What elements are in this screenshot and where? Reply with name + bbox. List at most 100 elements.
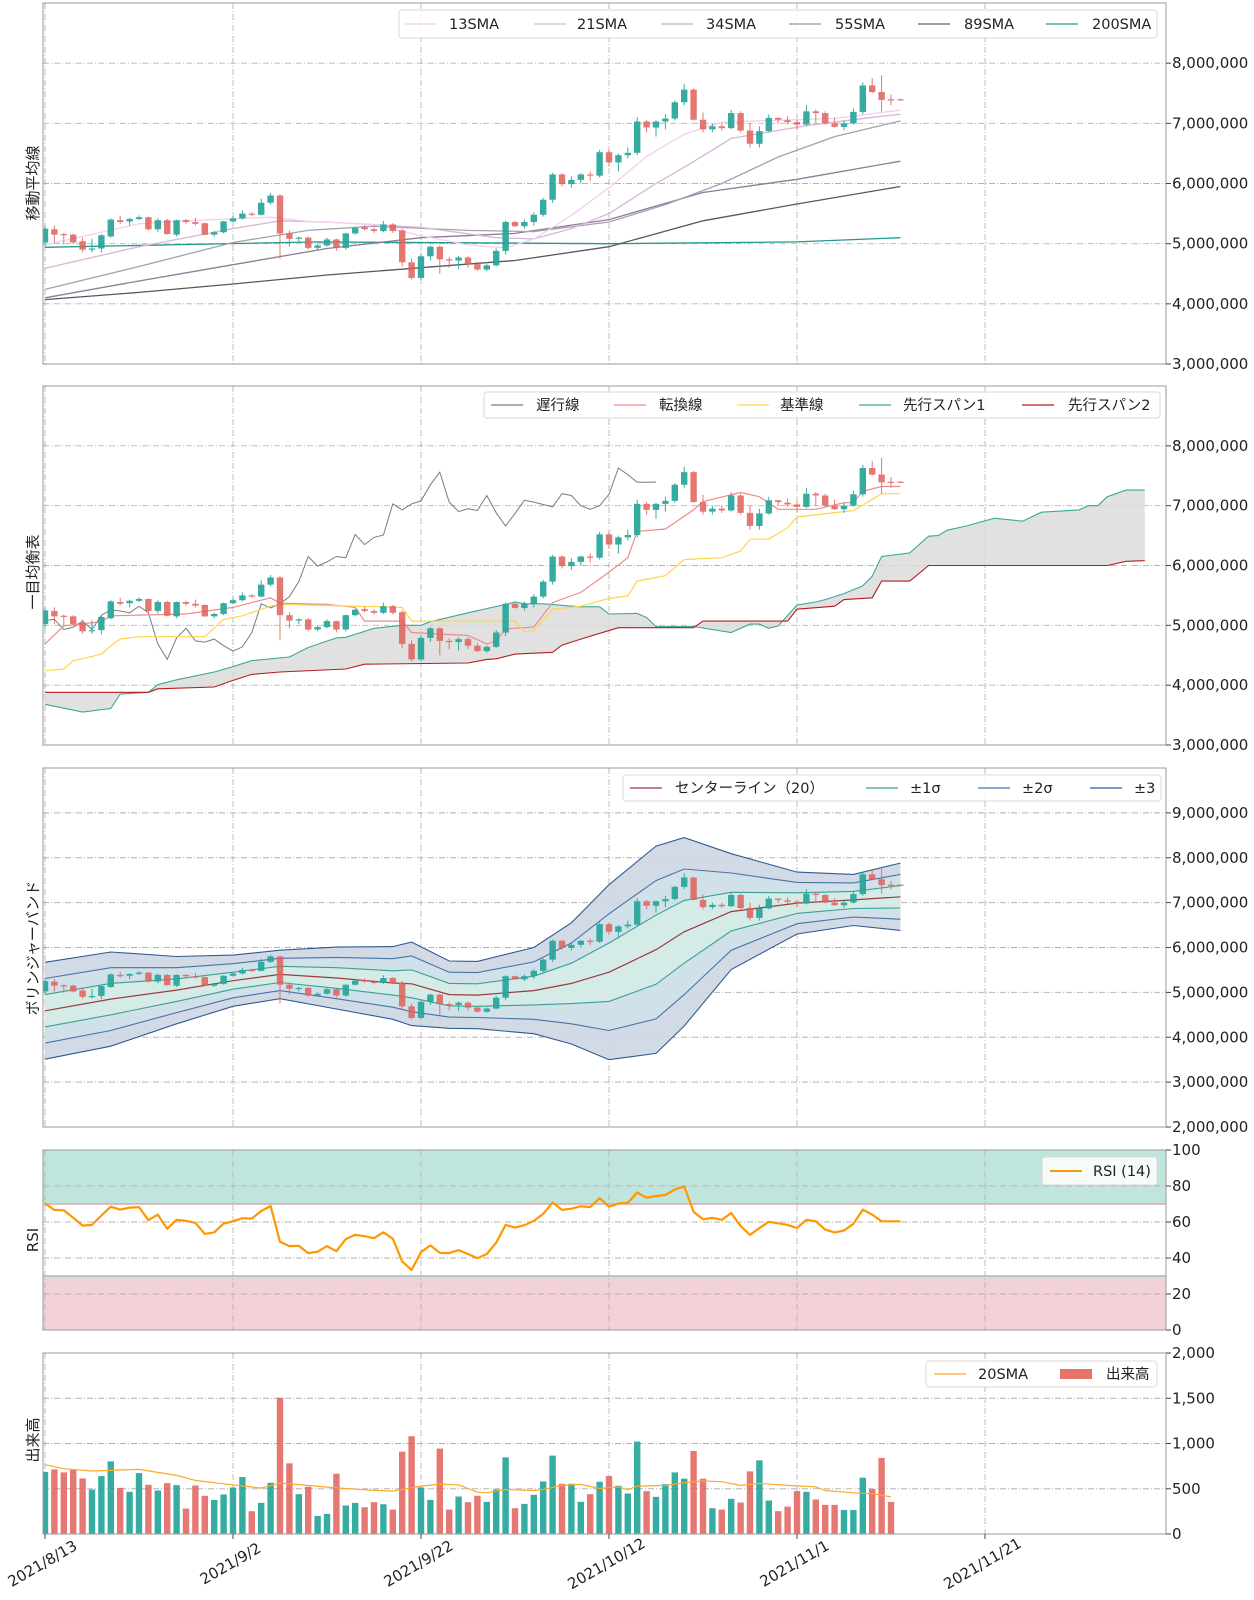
candle-body bbox=[822, 894, 829, 903]
candle bbox=[737, 111, 744, 133]
legend-item: RSI (14) bbox=[1050, 1164, 1151, 1180]
candle-body bbox=[352, 609, 359, 616]
candle-body bbox=[784, 900, 791, 902]
legend-item: 先行スパン1 bbox=[859, 397, 985, 414]
candle-body bbox=[389, 606, 396, 613]
volume-bar bbox=[699, 1478, 707, 1534]
candle bbox=[859, 872, 866, 896]
candle-body bbox=[173, 601, 180, 617]
candle-body bbox=[182, 601, 190, 604]
candle bbox=[408, 258, 415, 280]
candle bbox=[173, 601, 180, 619]
volume-bar bbox=[88, 1489, 96, 1534]
candle-body bbox=[436, 628, 443, 641]
candle bbox=[79, 987, 86, 999]
candle bbox=[624, 920, 631, 929]
candle-body bbox=[652, 121, 660, 128]
candle-body bbox=[79, 990, 86, 997]
candle bbox=[662, 496, 669, 512]
candle-body bbox=[793, 122, 801, 125]
candle-body bbox=[681, 472, 688, 485]
legend-label: ±1σ bbox=[910, 781, 941, 797]
candle bbox=[831, 898, 838, 906]
candle bbox=[643, 899, 650, 910]
y-tick-label: 8,000,000 bbox=[1172, 849, 1248, 867]
candle bbox=[671, 100, 678, 121]
candle-body bbox=[709, 126, 716, 130]
candle bbox=[869, 78, 876, 94]
y-tick-label: 60 bbox=[1172, 1213, 1191, 1231]
candle-body bbox=[718, 126, 725, 129]
candle bbox=[126, 217, 133, 226]
candle-body bbox=[182, 220, 190, 223]
candle-body bbox=[88, 995, 96, 998]
candle bbox=[126, 973, 133, 979]
candle-body bbox=[850, 111, 857, 124]
candle bbox=[389, 977, 396, 985]
y-tick-label: 5,000,000 bbox=[1172, 983, 1248, 1001]
candle-body bbox=[671, 102, 678, 119]
candle bbox=[587, 553, 594, 563]
candle bbox=[859, 464, 866, 497]
candle-body bbox=[98, 616, 105, 631]
candle-body bbox=[765, 898, 772, 909]
candle bbox=[483, 645, 490, 653]
volume-bar bbox=[587, 1494, 594, 1534]
candle bbox=[70, 615, 77, 626]
volume-bar bbox=[154, 1490, 161, 1534]
legend: 13SMA 21SMA 34SMA 55SMA 89SMA 200SMA bbox=[398, 9, 1158, 39]
candle bbox=[201, 604, 208, 617]
candle bbox=[436, 245, 443, 274]
y-axis-label: 一目均衡表 bbox=[24, 534, 42, 609]
candle-body bbox=[361, 980, 368, 982]
candle bbox=[342, 232, 349, 250]
candle-body bbox=[897, 99, 904, 101]
candle-body bbox=[399, 230, 406, 263]
senkou-span1-line bbox=[44, 489, 1145, 713]
volume-bar bbox=[173, 1485, 180, 1534]
candle bbox=[455, 255, 462, 269]
legend-swatch bbox=[1060, 1369, 1092, 1379]
candle bbox=[605, 149, 613, 167]
volume-bar bbox=[549, 1455, 556, 1534]
candle-body bbox=[201, 223, 208, 235]
candle-body bbox=[784, 502, 791, 505]
candle-body bbox=[389, 978, 396, 983]
candle-body bbox=[192, 976, 199, 978]
candle bbox=[605, 922, 613, 935]
volume-bars bbox=[43, 1397, 895, 1534]
candle-body bbox=[577, 174, 584, 180]
y-axis-label: 出来高 bbox=[24, 1417, 42, 1462]
volume-bar bbox=[248, 1511, 255, 1534]
y-tick-label: 8,000,000 bbox=[1172, 54, 1248, 72]
legend-item: 89SMA bbox=[918, 17, 1014, 33]
volume-bar bbox=[511, 1508, 519, 1534]
y-tick-label: 1,000 bbox=[1172, 1435, 1215, 1453]
candle bbox=[79, 619, 86, 634]
candle-body bbox=[43, 610, 49, 625]
candle bbox=[493, 248, 500, 267]
candle bbox=[775, 117, 782, 124]
candle bbox=[643, 502, 650, 515]
legend-item: 21SMA bbox=[534, 17, 627, 33]
candle-body bbox=[756, 131, 763, 144]
candle-body bbox=[540, 581, 547, 597]
candle-body bbox=[793, 901, 801, 904]
candle-body bbox=[483, 646, 490, 652]
candle-body bbox=[530, 214, 537, 223]
volume-bar bbox=[352, 1502, 359, 1534]
candle-body bbox=[869, 467, 876, 475]
candle bbox=[681, 873, 688, 890]
candle bbox=[765, 895, 772, 910]
candle-body bbox=[737, 894, 744, 909]
volume-bar bbox=[342, 1505, 349, 1534]
candle bbox=[267, 954, 274, 964]
candle-body bbox=[201, 604, 208, 617]
candle-body bbox=[840, 505, 848, 510]
candle bbox=[352, 226, 359, 235]
candle bbox=[869, 868, 876, 881]
candle-body bbox=[258, 584, 265, 597]
candle bbox=[88, 620, 96, 634]
candle bbox=[530, 969, 537, 979]
candle bbox=[267, 575, 274, 587]
